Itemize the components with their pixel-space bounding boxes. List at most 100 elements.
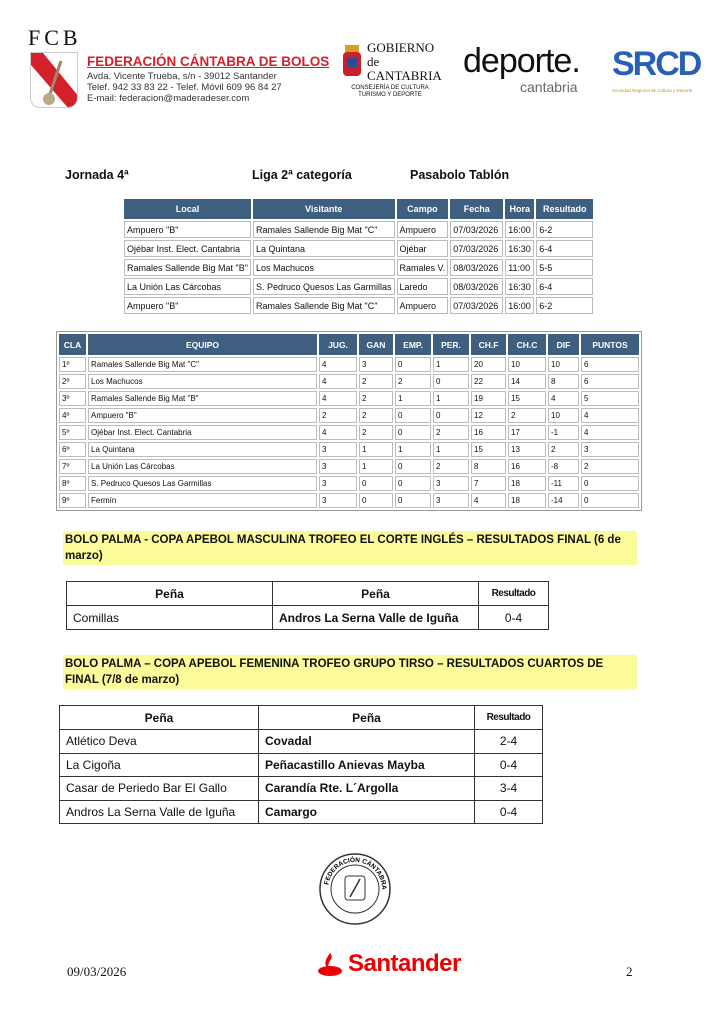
santander-logo: Santander (316, 950, 461, 978)
table-cell: La Unión Las Cárcobas (124, 278, 251, 295)
table-cell: Ampuero (396, 297, 449, 314)
srcd-logo: SRCD (612, 45, 702, 83)
table-cell: -1 (548, 425, 579, 440)
table-cell: 0 (359, 476, 393, 491)
table-cell: 2 (433, 425, 469, 440)
page-number: 2 (626, 964, 633, 979)
table-cell: 1º (59, 357, 86, 372)
col-local: Local (124, 199, 251, 219)
table-cell: Camargo (258, 799, 475, 824)
table-cell: Andros La Serna Valle de Iguña (59, 799, 259, 824)
table-row: 7º La Unión Las Cárcobas 3 1 0 2 8 16 -8 2 (59, 459, 639, 474)
table-cell: 1 (433, 391, 469, 406)
table-row: 6º La Quintana 3 1 1 1 15 13 2 3 (59, 442, 639, 457)
table-cell: 0 (359, 493, 393, 508)
table-cell: 4º (59, 408, 86, 423)
table-row: 9º Fermín 3 0 0 3 4 18 -14 0 (59, 493, 639, 508)
copa-femenina-header-row: Peña Peña Resultado (59, 705, 543, 730)
col-fecha: Fecha (450, 199, 504, 219)
table-cell: La Quintana (88, 442, 317, 457)
col-visitante: Visitante (252, 199, 395, 219)
santander-flame-icon (318, 953, 342, 976)
table-cell: 2º (59, 374, 86, 389)
table-cell: 6º (59, 442, 86, 457)
col-cla: CLA (59, 334, 86, 355)
table-cell: 2 (581, 459, 639, 474)
table-cell: 3 (319, 493, 357, 508)
col-resultado: Resultado (474, 705, 543, 730)
table-row: Ampuero "B" Ramales Sallende Big Mat "C" A… (124, 297, 594, 314)
copa-masculina-title: BOLO PALMA - COPA APEBOL MASCULINA TROFE… (63, 531, 637, 565)
copa-femenina-table: Peña Peña Resultado Atlético Deva Covadal… (59, 705, 543, 824)
table-cell: Los Machucos (88, 374, 317, 389)
table-cell: S. Pedruco Quesos Las Garmillas (252, 278, 395, 295)
table-cell: 14 (508, 374, 546, 389)
col-resultado: Resultado (478, 581, 549, 606)
table-cell: S. Pedruco Quesos Las Garmillas (88, 476, 317, 491)
col-chc: CH.C (508, 334, 546, 355)
table-cell: Peñacastillo Anievas Mayba (258, 752, 475, 777)
col-campo: Campo (396, 199, 449, 219)
table-cell: 0 (581, 476, 639, 491)
table-cell: Ramales Sallende Big Mat "C" (252, 297, 395, 314)
table-cell: 1 (395, 391, 431, 406)
table-cell: 4 (471, 493, 506, 508)
table-cell: -8 (548, 459, 579, 474)
table-cell: 0 (395, 459, 431, 474)
deporte-logo: deporte. (463, 42, 581, 80)
table-cell: 08/03/2026 (450, 259, 504, 276)
cantabria-coat-of-arms-icon (340, 44, 364, 87)
table-cell: 6-4 (536, 278, 594, 295)
table-cell: Ampuero "B" (124, 221, 251, 238)
table-cell: 5 (581, 391, 639, 406)
table-cell: 8 (548, 374, 579, 389)
table-cell: 0 (581, 493, 639, 508)
table-cell: Ampuero "B" (88, 408, 317, 423)
col-dif: DIF (548, 334, 579, 355)
table-row: 2º Los Machucos 4 2 2 0 22 14 8 6 (59, 374, 639, 389)
table-cell: Casar de Periedo Bar El Gallo (59, 776, 259, 801)
table-cell: 8 (471, 459, 506, 474)
table-cell: 15 (508, 391, 546, 406)
table-cell: 0 (433, 408, 469, 423)
table-cell: 5º (59, 425, 86, 440)
table-cell: 8º (59, 476, 86, 491)
table-cell: Fermín (88, 493, 317, 508)
table-cell: 10 (548, 357, 579, 372)
federation-seal: FEDERACIÓN CÁNTABRA DE BOLOS (315, 847, 392, 931)
table-cell: 3 (319, 476, 357, 491)
col-gan: GAN (359, 334, 393, 355)
table-cell: 4 (548, 391, 579, 406)
col-emp: EMP. (395, 334, 431, 355)
table-row: 3º Ramales Sallende Big Mat "B" 4 2 1 1 19 15 4 5 (59, 391, 639, 406)
table-cell: 07/03/2026 (450, 297, 504, 314)
table-cell: Ojébar (396, 240, 449, 257)
table-row: Comillas Andros La Serna Valle de Iguña 0-… (66, 605, 549, 630)
table-cell: Ramales Sallende Big Mat "B" (88, 391, 317, 406)
table-cell: 0-4 (474, 752, 543, 777)
table-cell: 2 (359, 391, 393, 406)
gobierno-line3: CANTABRIA (367, 68, 442, 83)
table-cell: La Unión Las Cárcobas (88, 459, 317, 474)
footer-date: 09/03/2026 (67, 964, 127, 979)
table-cell: La Cigoña (59, 752, 259, 777)
table-cell: 4 (319, 391, 357, 406)
fcb-logo-letters: FCB (28, 25, 82, 50)
table-cell: Andros La Serna Valle de Iguña (272, 605, 479, 630)
table-cell: 0-4 (478, 605, 549, 630)
table-cell: Ojébar Inst. Elect. Cantabria (124, 240, 251, 257)
table-cell: 16 (508, 459, 546, 474)
table-cell: 16:30 (505, 278, 535, 295)
table-cell: Carandía Rte. L´Argolla (258, 776, 475, 801)
table-cell: La Quintana (252, 240, 395, 257)
srcd-logo-sub: Sociedad Regional de Cultura y Deporte (612, 88, 693, 93)
table-row: Andros La Serna Valle de Iguña Camargo 0-4 (59, 799, 543, 824)
table-cell: 2 (319, 408, 357, 423)
table-cell: 9º (59, 493, 86, 508)
table-row: 1º Ramales Sallende Big Mat "C" 4 3 0 1 20 10 10… (59, 357, 639, 372)
fcb-shield-logo (30, 52, 78, 108)
table-cell: 7 (471, 476, 506, 491)
table-cell: 0 (433, 374, 469, 389)
table-cell: 0 (395, 476, 431, 491)
table-row: 8º S. Pedruco Quesos Las Garmillas 3 0 0 3 7 18… (59, 476, 639, 491)
